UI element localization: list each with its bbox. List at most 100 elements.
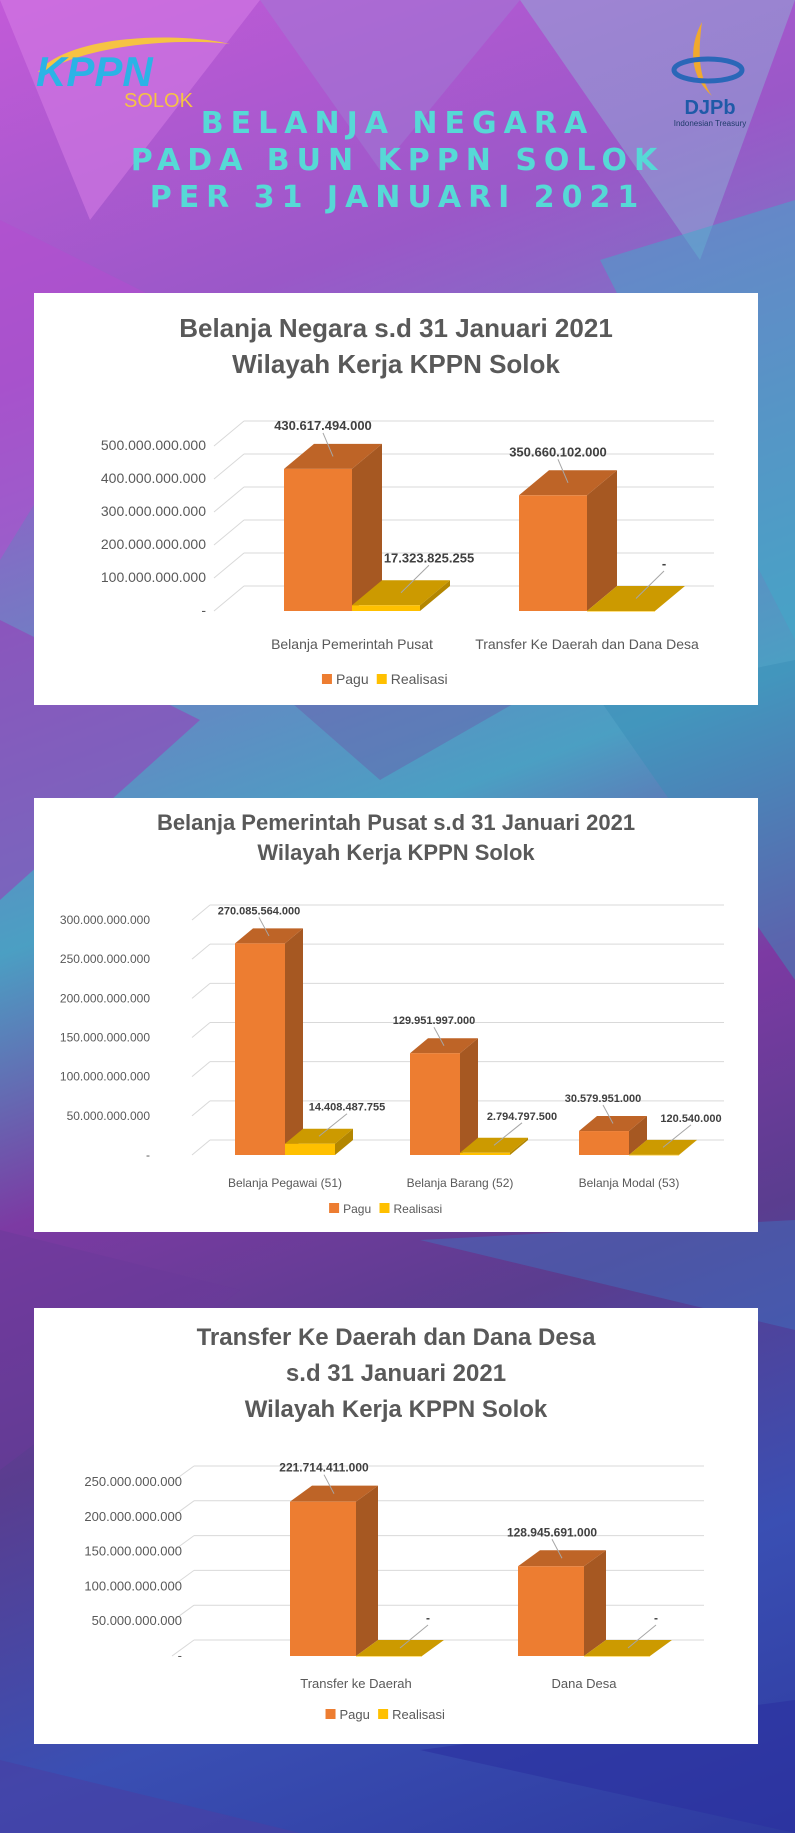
y-tick-label: 100.000.000.000 <box>60 1070 150 1084</box>
legend-swatch <box>321 674 332 684</box>
data-label-leader <box>635 570 665 599</box>
bar-realisasi <box>629 1154 679 1156</box>
bar-pagu <box>579 1131 629 1155</box>
data-label-leader <box>662 1124 692 1148</box>
chart-title-line-2: s.d 31 Januari 2021 <box>285 1360 507 1387</box>
data-label: 120.540.000 <box>660 1113 721 1125</box>
legend-swatch <box>376 674 387 684</box>
bar-pagu <box>290 1501 356 1656</box>
y-tick-label: 200.000.000.000 <box>101 536 206 552</box>
chart-title-line-1: Belanja Pemerintah Pusat s.d 31 Januari … <box>156 810 636 835</box>
legend-label: Realisasi <box>391 671 448 687</box>
bar-pagu <box>284 468 352 611</box>
y-tick-label: 50.000.000.000 <box>92 1613 182 1628</box>
y-tick-label: 250.000.000.000 <box>84 1474 182 1489</box>
djpb-logo-text: DJPb <box>684 97 735 119</box>
y-tick-label: 300.000.000.000 <box>101 503 206 519</box>
data-label-leader <box>433 1026 445 1046</box>
gridline-depth <box>171 1604 195 1622</box>
y-tick-label: 300.000.000.000 <box>60 913 150 927</box>
data-label: 129.951.997.000 <box>393 1015 476 1027</box>
y-tick-label: 150.000.000.000 <box>60 1031 150 1045</box>
chart-title: Belanja Pemerintah Pusat s.d 31 Januari … <box>34 808 758 868</box>
gridline-depth <box>191 904 211 921</box>
legend-label: Pagu <box>343 1202 371 1216</box>
bar-side <box>285 928 303 1155</box>
legend-swatch <box>379 1203 390 1213</box>
legend-swatch <box>325 1709 336 1719</box>
data-label: 350.660.102.000 <box>509 444 607 459</box>
bar-realisasi <box>352 605 420 611</box>
data-label-leader <box>323 1474 335 1494</box>
chart-belanja-negara: - 100.000.000.000 200.000.000.000 300.000.0… <box>101 418 714 687</box>
y-tick-label: - <box>178 1648 182 1663</box>
chart-panel-transfer-daerah: Transfer Ke Daerah dan Dana Desa s.d 31 … <box>34 1308 758 1744</box>
gridline-depth <box>171 1535 195 1553</box>
data-label-leader <box>602 1104 614 1124</box>
legend-label: Pagu <box>336 671 369 687</box>
bar-pagu <box>518 1566 584 1656</box>
bar-side <box>629 1116 647 1155</box>
bar-realisasi <box>460 1152 510 1155</box>
chart-title-line-2: Wilayah Kerja KPPN Solok <box>257 840 535 865</box>
bar-side <box>584 1550 606 1656</box>
bar-pagu <box>519 495 587 611</box>
bar-side <box>352 443 382 611</box>
data-label-leader <box>551 1539 563 1559</box>
gridline-depth <box>213 552 245 579</box>
chart-transfer-daerah: - 50.000.000.000 100.000.000.000 150.000.00… <box>84 1461 704 1722</box>
gridline-depth <box>213 453 245 480</box>
page-headline: BELANJA NEGARA PADA BUN KPPN SOLOK PER 3… <box>0 105 795 216</box>
data-label-leader <box>258 917 270 937</box>
headline-line-1: BELANJA NEGARA <box>200 106 595 141</box>
gridline-depth <box>191 943 211 960</box>
bar-side <box>335 1128 353 1155</box>
legend-swatch <box>329 1203 340 1213</box>
data-label-leader <box>627 1624 657 1649</box>
data-label-leader <box>493 1122 523 1146</box>
legend-swatch <box>378 1709 389 1719</box>
bar-pagu <box>235 943 285 1155</box>
gridline-depth <box>191 1061 211 1078</box>
data-label: 430.617.494.000 <box>274 418 372 433</box>
gridline-depth <box>171 1639 195 1657</box>
data-label: - <box>662 556 666 571</box>
y-tick-label: 500.000.000.000 <box>101 437 206 453</box>
bar-pagu <box>410 1053 460 1155</box>
y-tick-label: 200.000.000.000 <box>60 991 150 1005</box>
chart-title: Transfer Ke Daerah dan Dana Desa s.d 31 … <box>34 1320 758 1428</box>
headline-line-3: PER 31 JANUARI 2021 <box>149 180 646 215</box>
data-label-leader <box>322 432 334 457</box>
y-tick-label: - <box>201 602 206 618</box>
bar-side <box>420 580 450 611</box>
gridline-depth <box>191 982 211 999</box>
data-label: 14.408.487.755 <box>309 1102 385 1114</box>
bar-side <box>510 1137 528 1155</box>
chart-title: Belanja Negara s.d 31 Januari 2021 Wilay… <box>34 310 758 382</box>
chart-panel-belanja-pemerintah-pusat: Belanja Pemerintah Pusat s.d 31 Januari … <box>34 798 758 1232</box>
legend-label: Pagu <box>340 1707 370 1722</box>
chart-belanja-pemerintah-pusat: - 50.000.000.000 100.000.000.000 150.000.00… <box>60 904 724 1216</box>
chart-panel-belanja-negara: Belanja Negara s.d 31 Januari 2021 Wilay… <box>34 293 758 705</box>
y-tick-label: 200.000.000.000 <box>84 1509 182 1524</box>
data-label: 221.714.411.000 <box>279 1461 369 1475</box>
gridline-depth <box>213 486 245 513</box>
bar-side <box>356 1485 378 1656</box>
djpb-logo: DJPb Indonesian Treasury <box>671 22 746 128</box>
data-label-leader <box>318 1113 348 1137</box>
gridline-depth <box>213 519 245 546</box>
bar-realisasi <box>587 611 655 612</box>
bar-side <box>679 1139 697 1155</box>
headline-line-2: PADA BUN KPPN SOLOK <box>130 143 665 178</box>
gridline-depth <box>213 420 245 447</box>
legend-label: Realisasi <box>394 1202 443 1216</box>
y-tick-label: 150.000.000.000 <box>84 1544 182 1559</box>
data-label: 17.323.825.255 <box>384 550 474 565</box>
bar-top <box>285 1128 353 1144</box>
x-category-label: Transfer ke Daerah <box>300 1676 412 1691</box>
data-label-leader <box>400 564 430 594</box>
bar-top <box>284 443 382 469</box>
gridline-depth <box>213 585 245 612</box>
y-tick-label: 250.000.000.000 <box>60 952 150 966</box>
bar-realisasi <box>584 1656 650 1657</box>
